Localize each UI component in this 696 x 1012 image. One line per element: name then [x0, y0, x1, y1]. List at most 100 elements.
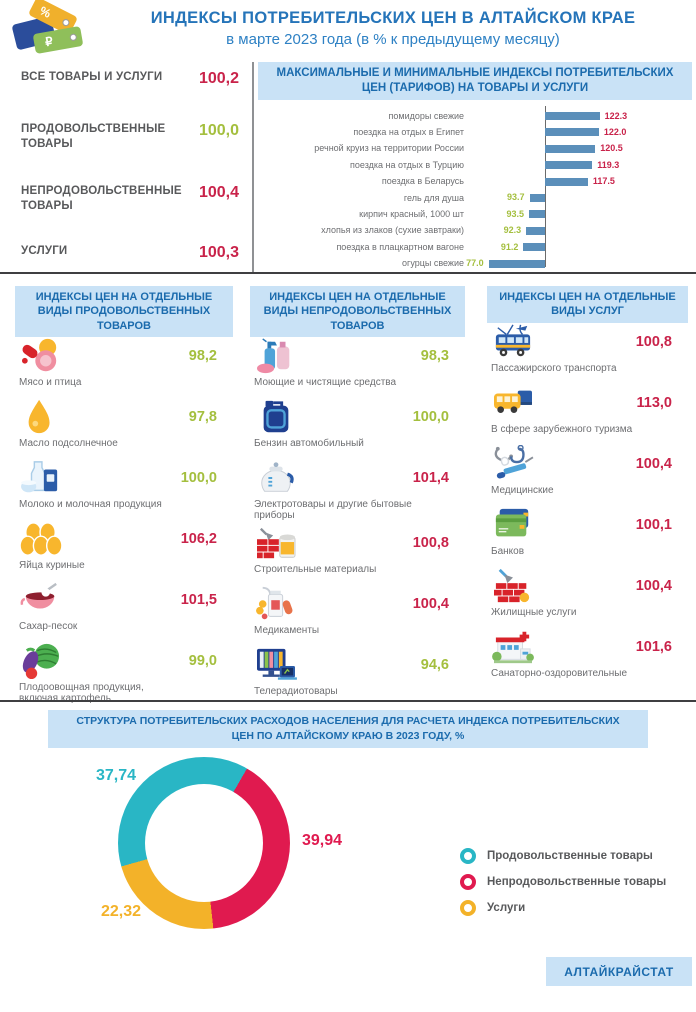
bar — [545, 112, 600, 120]
bar-label: кирпич красный, 1000 шт — [359, 209, 464, 220]
product-label: Яйца куриные — [19, 559, 85, 571]
medicines-icon — [254, 585, 298, 623]
donut-chart — [118, 757, 290, 929]
legend-item: Непродовольственные товары — [460, 869, 666, 895]
summary-label: ПРОДОВОЛЬСТВЕННЫЕ ТОВАРЫ — [21, 123, 166, 150]
bar-value: 91.2 — [500, 241, 519, 252]
service-row: 100,1 Банков — [487, 506, 688, 565]
bar-label: огурцы свежие — [402, 258, 464, 269]
service-row: 100,4 Медицинские — [487, 444, 688, 504]
bar-value: 77.0 — [466, 258, 484, 269]
medical-icon — [491, 444, 535, 483]
index-value: 101,6 — [635, 638, 672, 655]
product-row: 98,2 Мясо и птица — [15, 337, 233, 396]
bar-row: поездка на отдых в Египет 122.0 — [258, 124, 692, 139]
service-label: Медицинские — [491, 484, 554, 496]
bar-value: 93.5 — [506, 208, 525, 219]
product-row: 100,0 Молоко и молочная продукция — [15, 459, 233, 518]
bar-value: 117.5 — [592, 176, 615, 187]
bar-row: речной круиз на территории России 120.5 — [258, 141, 692, 156]
summary-row: ВСЕ ТОВАРЫ И УСЛУГИ 100,2 — [21, 70, 247, 88]
bar-value: 119.3 — [597, 159, 620, 170]
tv-radio-icon — [254, 646, 298, 684]
summary-row: НЕПРОДОВОЛЬСТВЕННЫЕ ТОВАРЫ 100,4 — [21, 184, 247, 214]
product-label: Медикаменты — [254, 624, 320, 636]
vertical-divider — [252, 62, 254, 273]
service-row: 101,6 Санаторно-оздоровительные — [487, 628, 688, 687]
bar-row: поездка в Беларусь 117.5 — [258, 174, 692, 189]
bar-row: поездка на отдых в Турцию 119.3 — [258, 157, 692, 172]
bar — [523, 243, 545, 252]
bar-value: 120.5 — [600, 143, 623, 154]
column-title: ИНДЕКСЫ ЦЕН НА ОТДЕЛЬНЫЕ ВИДЫ ПРОДОВОЛЬС… — [15, 286, 233, 337]
index-value: 101,4 — [412, 469, 449, 486]
tour-bus-icon — [491, 384, 535, 422]
donut-chart-title: СТРУКТУРА ПОТРЕБИТЕЛЬСКИХ РАСХОДОВ НАСЕЛ… — [48, 710, 648, 748]
summary-label: ВСЕ ТОВАРЫ И УСЛУГИ — [21, 71, 163, 83]
bar-label: поездка на отдых в Турцию — [350, 159, 464, 170]
page-title: ИНДЕКСЫ ПОТРЕБИТЕЛЬСКИХ ЦЕН В АЛТАЙСКОМ … — [150, 9, 636, 27]
donut-legend: Продовольственные товары Непродовольстве… — [460, 843, 666, 921]
service-row: 100,4 Жилищные услуги — [487, 567, 688, 626]
summary-row: УСЛУГИ 100,3 — [21, 244, 247, 262]
bar-label: гель для душа — [403, 192, 464, 203]
summary-value: 100,2 — [198, 70, 239, 87]
bar-label: хлопья из злаков (сухие завтраки) — [321, 225, 464, 236]
product-row: 100,0 Бензин автомобильный — [250, 398, 465, 457]
index-value: 94,6 — [420, 656, 449, 673]
index-value: 98,2 — [188, 347, 217, 364]
index-value: 100,1 — [635, 516, 672, 533]
bar-row: гель для душа 93.7 — [258, 190, 692, 205]
section-divider — [0, 272, 696, 274]
bar-value: 93.7 — [507, 192, 525, 203]
index-value: 106,2 — [180, 530, 217, 547]
bar-label: поездка на отдых в Египет — [353, 127, 464, 138]
product-row: 101,4 Электротовары и другие бытовые при… — [250, 459, 465, 522]
product-label: Телерадиотовары — [254, 685, 338, 697]
services-column: ИНДЕКСЫ ЦЕН НА ОТДЕЛЬНЫЕ ВИДЫ УСЛУГ 100,… — [487, 286, 688, 689]
ruble-symbol: ₽ — [43, 34, 54, 50]
bar — [545, 128, 599, 137]
chart-axis — [545, 106, 546, 267]
service-row: 100,8 Пассажирского транспорта — [487, 323, 688, 382]
cleaning-products-icon — [254, 337, 298, 375]
bank-cards-icon — [491, 506, 535, 544]
oil-drop-icon — [19, 398, 63, 436]
product-row: 99,0 Плодоовощная продукция, включая кар… — [15, 642, 233, 705]
product-label: Молоко и молочная продукция — [19, 498, 162, 510]
bar — [529, 193, 545, 202]
product-label: Плодоовощная продукция, включая картофел… — [19, 681, 144, 705]
product-label: Электротовары и другие бытовые приборы — [254, 498, 412, 522]
product-row: 94,6 Телерадиотовары — [250, 646, 465, 705]
bar — [545, 177, 588, 186]
product-label: Масло подсолнечное — [19, 437, 118, 449]
bar — [526, 226, 545, 235]
index-value: 100,4 — [412, 595, 449, 612]
bar-value: 92.3 — [503, 225, 522, 236]
index-value: 98,3 — [420, 347, 449, 364]
product-label: Мясо и птица — [19, 376, 82, 388]
kettle-icon — [254, 459, 298, 497]
bar-row: помидоры свежие 122.3 — [258, 108, 692, 123]
bar-row: хлопья из злаков (сухие завтраки) 92.3 — [258, 223, 692, 238]
service-row: 113,0 В сфере зарубежного туризма — [487, 384, 688, 443]
building-materials-icon — [254, 524, 298, 562]
bar — [488, 259, 545, 268]
sugar-bowl-icon — [19, 581, 63, 619]
donut-chart-title-text: СТРУКТУРА ПОТРЕБИТЕЛЬСКИХ РАСХОДОВ НАСЕЛ… — [76, 715, 620, 742]
altaykraystat-badge[interactable]: АЛТАЙКРАЙСТАТ — [546, 957, 692, 986]
legend-item: Продовольственные товары — [460, 843, 666, 869]
bar — [545, 161, 593, 170]
product-row: 101,5 Сахар-песок — [15, 581, 233, 640]
summary-value: 100,0 — [198, 122, 239, 139]
legend-label: Продовольственные товары — [487, 850, 653, 862]
column-title: ИНДЕКСЫ ЦЕН НА ОТДЕЛЬНЫЕ ВИДЫ УСЛУГ — [487, 286, 688, 323]
slice-value-services: 22,32 — [101, 903, 142, 920]
index-value: 100,8 — [635, 333, 672, 350]
legend-ring-icon — [460, 874, 476, 890]
product-label: Моющие и чистящие средства — [254, 376, 397, 388]
summary-label: УСЛУГИ — [21, 245, 68, 257]
percent-symbol: % — [37, 3, 54, 21]
legend-item: Услуги — [460, 895, 666, 921]
product-row: 100,4 Медикаменты — [250, 585, 465, 644]
